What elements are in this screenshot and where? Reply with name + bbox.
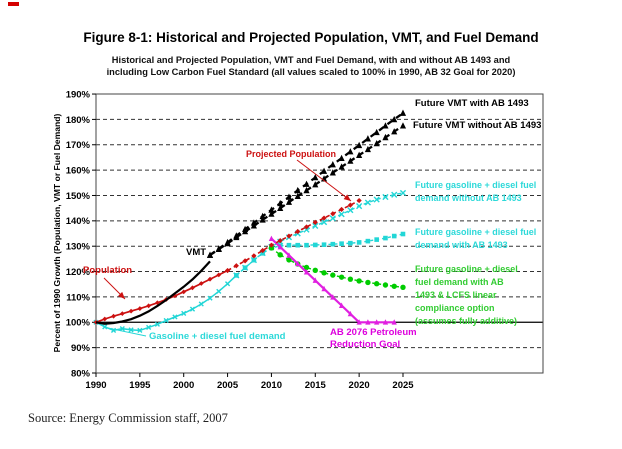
label-future-gas-lcfs: Future gasoline + diesel fuel demand wit… [415, 264, 518, 326]
svg-text:90%: 90% [71, 343, 91, 354]
label-future-vmt-without-ab1493: Future VMT without AB 1493 [413, 120, 542, 131]
annotation-ab2076-goal: AB 2076 Petroleum Reduction Goal [330, 327, 417, 350]
label-future-vmt-with-ab1493: Future VMT with AB 1493 [415, 98, 529, 109]
svg-text:180%: 180% [66, 115, 91, 126]
red-dash-artifact [8, 2, 19, 6]
svg-text:80%: 80% [71, 368, 91, 379]
svg-text:140%: 140% [66, 216, 91, 227]
annotation-projected-population: Projected Population [246, 149, 337, 159]
svg-text:160%: 160% [66, 166, 91, 177]
svg-text:120%: 120% [66, 267, 91, 278]
svg-text:190%: 190% [66, 89, 91, 100]
svg-text:130%: 130% [66, 242, 91, 253]
svg-text:2005: 2005 [217, 380, 239, 391]
chart-subtitle-line1: Historical and Projected Population, VMT… [111, 55, 511, 65]
svg-text:2025: 2025 [392, 380, 414, 391]
svg-text:100%: 100% [66, 318, 91, 329]
svg-text:2020: 2020 [349, 380, 370, 391]
svg-text:110%: 110% [66, 292, 90, 303]
svg-text:150%: 150% [66, 191, 91, 202]
svg-text:1990: 1990 [85, 380, 106, 391]
annotation-population: Population [83, 265, 133, 276]
chart-subtitle-line2: including Low Carbon Fuel Standard (all … [106, 67, 516, 77]
figure-title: Figure 8-1: Historical and Projected Pop… [83, 30, 539, 45]
annotation-vmt: VMT [186, 247, 207, 258]
label-future-gas-without-ab1493: Future gasoline + diesel fuel demand wit… [415, 180, 537, 203]
svg-text:2010: 2010 [261, 380, 282, 391]
annotation-gasoline-diesel-demand: Gasoline + diesel fuel demand [149, 331, 286, 342]
source-note: Source: Energy Commission staff, 2007 [28, 411, 228, 425]
svg-text:2015: 2015 [305, 380, 327, 391]
label-future-gas-with-ab1493: Future gasoline + diesel fuel demand wit… [415, 227, 537, 250]
svg-text:1995: 1995 [129, 380, 151, 391]
svg-text:170%: 170% [66, 140, 91, 151]
svg-text:2000: 2000 [173, 380, 194, 391]
